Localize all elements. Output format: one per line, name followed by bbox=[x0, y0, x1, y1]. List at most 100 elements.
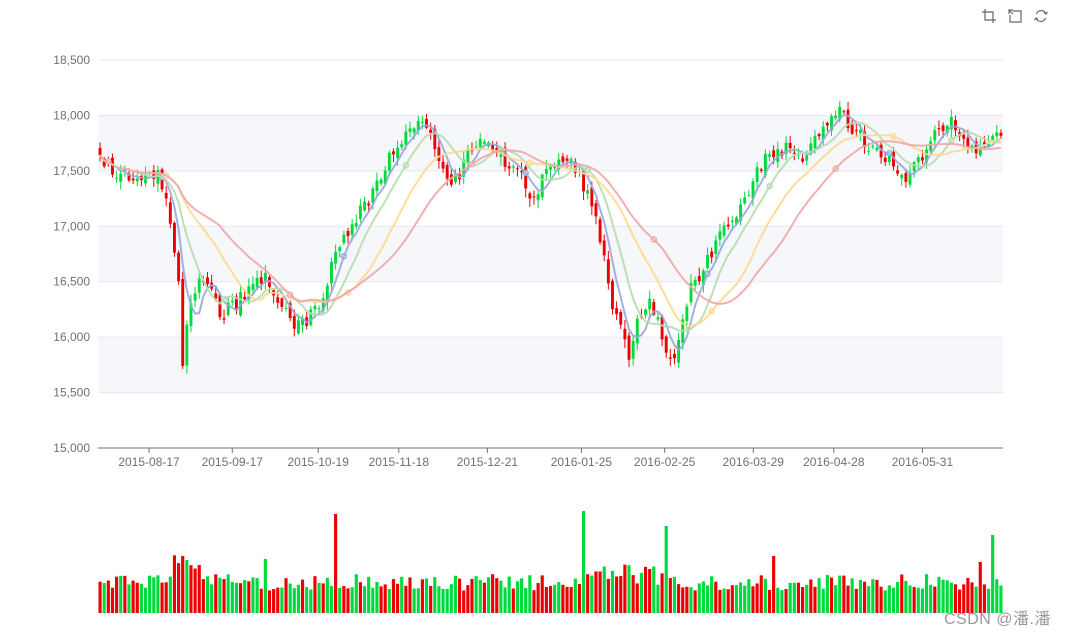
volume-bar bbox=[263, 559, 267, 613]
volume-bar bbox=[817, 578, 821, 613]
volume-bar bbox=[569, 587, 573, 613]
candle-body bbox=[243, 296, 247, 300]
candle-body bbox=[809, 143, 813, 154]
ma30-line bbox=[99, 140, 1001, 305]
volume-bar bbox=[193, 568, 197, 613]
volume-bar bbox=[920, 588, 924, 613]
candle-body bbox=[714, 240, 718, 254]
candle-body bbox=[739, 204, 743, 221]
volume-bar bbox=[135, 582, 139, 613]
volume-bar bbox=[255, 578, 259, 613]
x-tick-label: 2015-08-17 bbox=[118, 455, 180, 469]
candle-body bbox=[867, 150, 871, 152]
volume-bar bbox=[660, 573, 664, 613]
candle-body bbox=[701, 270, 705, 286]
volume-bar bbox=[627, 565, 631, 613]
volume-bar bbox=[503, 587, 507, 613]
volume-bar bbox=[284, 578, 288, 613]
candle-body bbox=[400, 144, 404, 148]
grid-band bbox=[98, 226, 1003, 282]
volume-bar bbox=[280, 587, 284, 613]
volume-bar bbox=[367, 576, 371, 613]
candle-body bbox=[925, 149, 928, 163]
candle-body bbox=[685, 306, 689, 321]
volume-bar bbox=[677, 584, 681, 613]
volume-series bbox=[98, 511, 1003, 613]
volume-bar bbox=[342, 586, 346, 613]
volume-bar bbox=[763, 578, 767, 613]
volume-bar bbox=[482, 582, 486, 613]
candle-body bbox=[404, 131, 408, 145]
volume-bar bbox=[767, 589, 772, 613]
volume-bar bbox=[375, 581, 379, 613]
candle-body bbox=[251, 284, 255, 291]
candle-body bbox=[830, 116, 833, 131]
candle-body bbox=[991, 135, 995, 140]
volume-bar bbox=[561, 584, 565, 613]
volume-bar bbox=[619, 575, 623, 613]
candle-body bbox=[263, 272, 267, 283]
volume-bar bbox=[321, 583, 325, 613]
candle-body bbox=[462, 159, 466, 177]
candle-body bbox=[883, 157, 887, 162]
candle-body bbox=[730, 220, 734, 222]
volume-bar bbox=[978, 562, 982, 613]
volume-bar bbox=[458, 578, 462, 613]
volume-bar bbox=[524, 587, 528, 613]
volume-bar bbox=[160, 582, 164, 613]
volume-bar bbox=[276, 587, 280, 613]
candle-body bbox=[660, 316, 664, 340]
volume-bar bbox=[466, 585, 470, 613]
grid-band bbox=[98, 337, 1003, 393]
x-tick-label: 2015-12-21 bbox=[457, 455, 519, 469]
candle-body bbox=[850, 123, 854, 134]
candle-body bbox=[408, 128, 412, 132]
volume-bar bbox=[809, 579, 813, 613]
candle-body bbox=[123, 169, 127, 171]
candle-body bbox=[276, 297, 280, 303]
candle-body bbox=[763, 153, 767, 176]
zoom-reset-icon[interactable] bbox=[1007, 8, 1023, 24]
volume-bar bbox=[429, 586, 433, 613]
volume-bar bbox=[639, 572, 643, 613]
y-tick-label: 15,500 bbox=[53, 386, 90, 400]
volume-bar bbox=[358, 582, 362, 613]
volume-bar bbox=[437, 586, 441, 613]
candle-body bbox=[673, 353, 676, 359]
volume-bar bbox=[288, 583, 292, 613]
volume-bar bbox=[272, 588, 276, 613]
volume-bar bbox=[784, 589, 788, 613]
candle-body bbox=[768, 154, 771, 157]
volume-bar bbox=[610, 570, 615, 613]
volume-bar bbox=[924, 574, 929, 613]
candle-body bbox=[718, 231, 722, 240]
zoom-icon[interactable] bbox=[981, 8, 997, 24]
volume-bar bbox=[974, 586, 978, 613]
volume-bar bbox=[164, 582, 168, 613]
candle-body bbox=[623, 328, 627, 340]
candle-body bbox=[842, 111, 846, 113]
candle-body bbox=[338, 247, 342, 251]
candle-body bbox=[644, 309, 647, 315]
volume-bar bbox=[172, 555, 177, 613]
candle-body bbox=[206, 277, 209, 285]
volume-bar bbox=[486, 577, 491, 613]
candle-body bbox=[945, 125, 949, 134]
volume-bar bbox=[329, 585, 334, 613]
volume-bar bbox=[891, 587, 896, 613]
volume-bar bbox=[305, 587, 309, 613]
candle-body bbox=[598, 219, 602, 243]
volume-bar bbox=[379, 586, 383, 613]
candle-body bbox=[181, 278, 185, 366]
candle-body bbox=[255, 277, 259, 288]
volume-bar bbox=[412, 588, 416, 613]
candle-body bbox=[371, 188, 375, 203]
x-tick-label: 2016-03-29 bbox=[723, 455, 785, 469]
candle-body bbox=[429, 129, 433, 133]
volume-bar bbox=[520, 578, 524, 613]
volume-bar bbox=[205, 576, 210, 613]
volume-bar bbox=[362, 586, 367, 613]
candle-body bbox=[863, 131, 867, 148]
restore-icon[interactable] bbox=[1033, 8, 1049, 24]
candle-body bbox=[363, 201, 366, 211]
